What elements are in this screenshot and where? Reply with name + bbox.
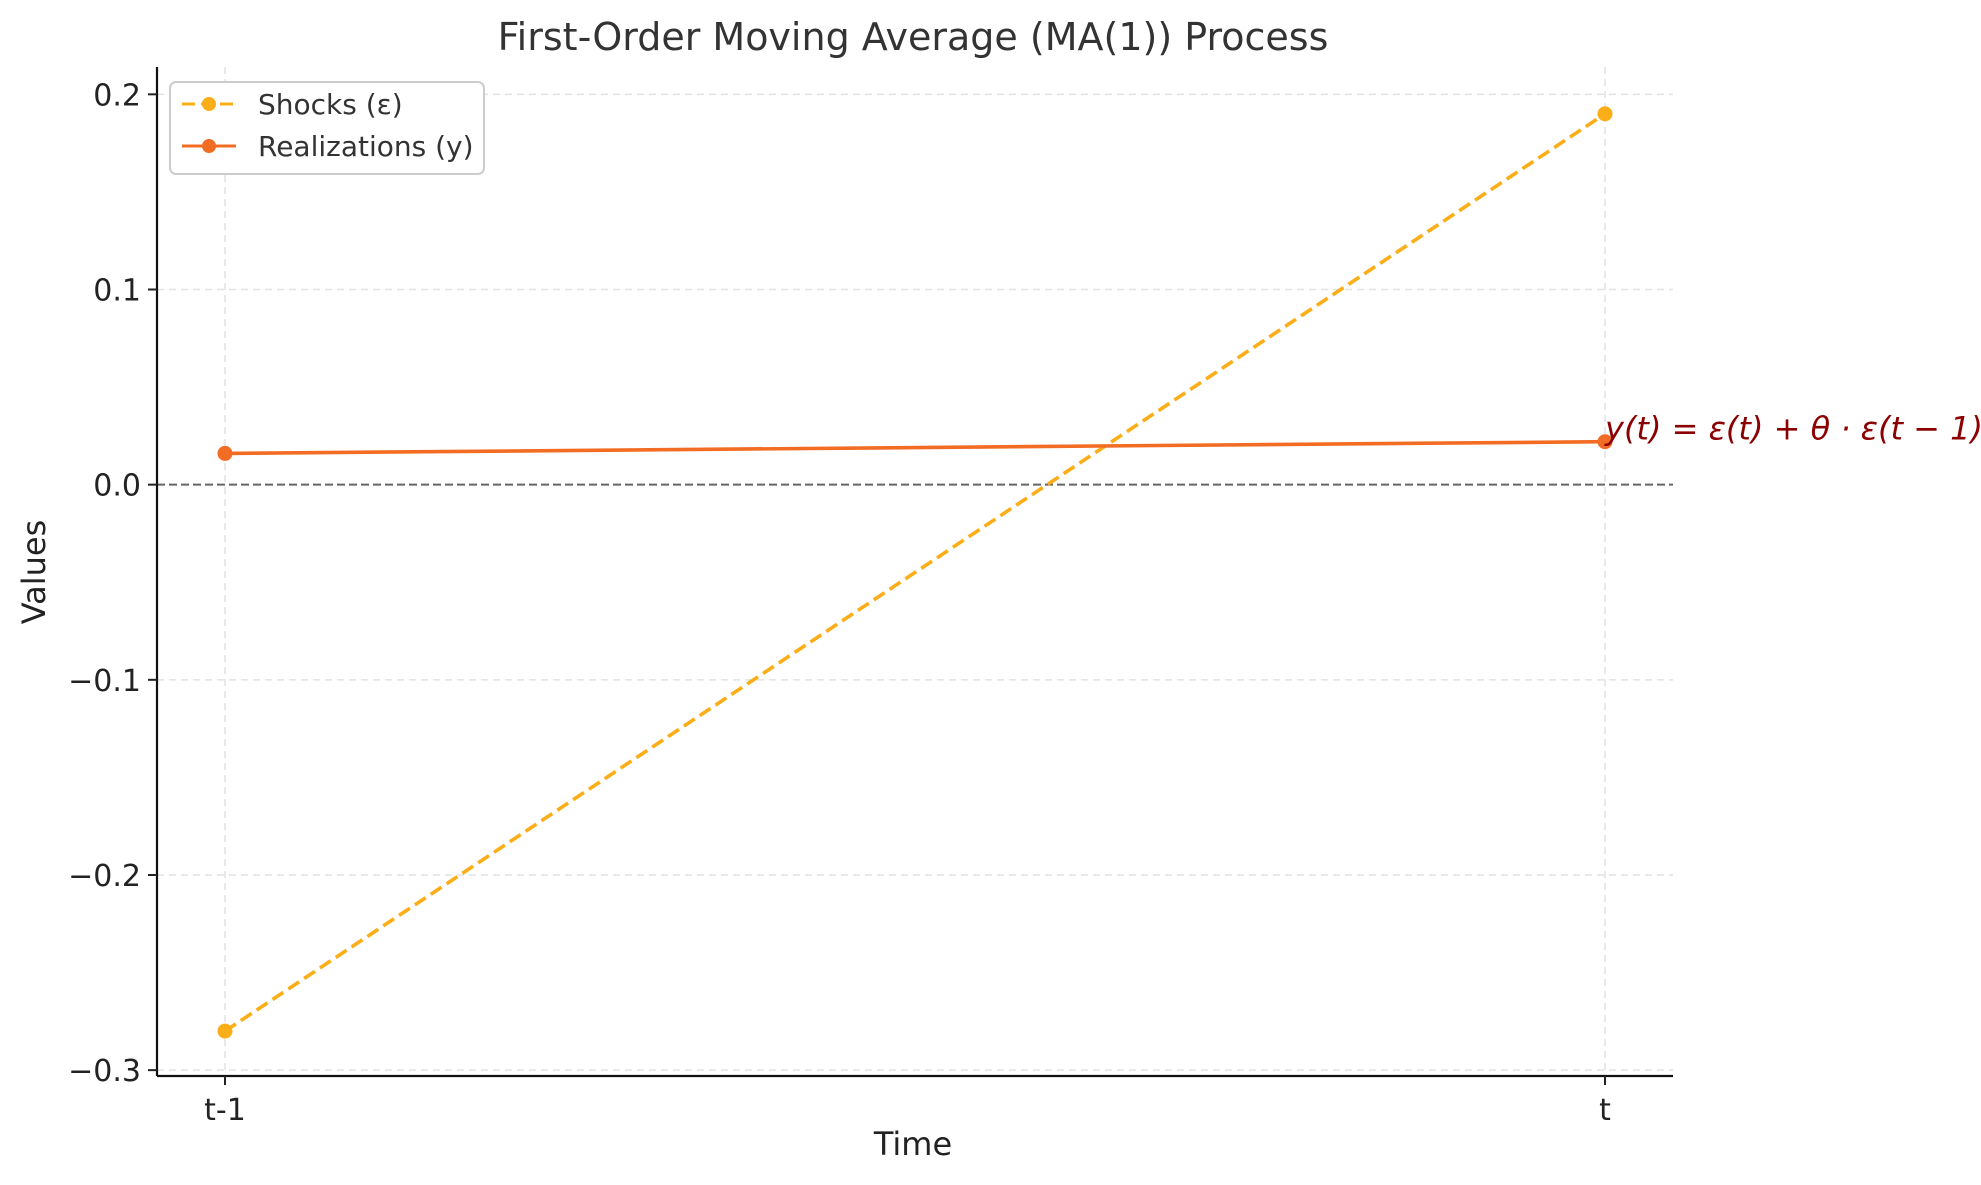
data-point-shocks [1597,106,1613,122]
axes [155,67,1673,1078]
legend-box [169,81,485,175]
chart-title: First-Order Moving Average (MA(1)) Proce… [498,15,1329,59]
x-ticks: t-1 t [204,1076,1611,1128]
equation-annotation: y(t) = ε(t) + θ · ε(t − 1) [1604,410,1981,448]
data-point-realizations [1597,434,1613,450]
legend-marker-shocks [202,97,216,111]
y-tick-label: 0.2 [93,78,141,113]
series-line-shocks [224,112,1606,1033]
data-point-shocks [217,1023,233,1039]
series-line-realizations [224,439,1606,456]
legend: Shocks (ε) Realizations (y) [169,81,485,175]
legend-label-shocks: Shocks (ε) [258,88,403,121]
x-axis-label: Time [873,1125,952,1163]
legend-label-realizations: Realizations (y) [258,130,474,163]
y-ticks: 0.2 0.1 0.0 −0.1 −0.2 −0.3 [68,78,157,1089]
y-tick-label: 0.0 [93,469,141,504]
data-point-realizations [217,445,233,461]
y-tick-label: −0.2 [68,859,141,894]
y-tick-label: −0.3 [68,1054,141,1089]
x-tick-label: t-1 [204,1093,246,1128]
y-tick-label: −0.1 [68,664,141,699]
y-axis-label: Values [15,520,53,625]
grid [157,67,1673,1076]
legend-marker-realizations [202,139,216,153]
y-tick-label: 0.1 [93,273,141,308]
x-tick-label: t [1599,1093,1611,1128]
series [217,106,1613,1039]
